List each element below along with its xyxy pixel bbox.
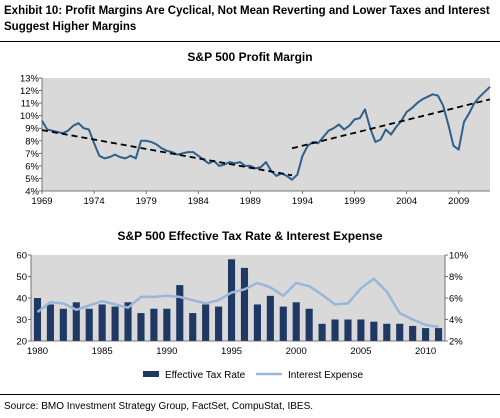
bar-tax-rate <box>357 319 365 341</box>
y-tick-label: 13% <box>20 74 40 85</box>
y-tick-label: 12% <box>20 86 40 97</box>
profit-margin-chart: S&P 500 Profit Margin 4% 5% 6%7% 8%9% 10%11%… <box>20 50 491 207</box>
bar-tax-rate <box>227 259 236 341</box>
bar-tax-rate <box>240 267 249 341</box>
x-tick-label: 1974 <box>84 196 105 207</box>
y2-tick-label: 10% <box>449 251 469 262</box>
bar-tax-rate <box>33 298 42 341</box>
trend-line <box>291 98 491 150</box>
y2-tick-label: 6% <box>449 294 463 305</box>
bar-tax-rate <box>383 323 391 341</box>
x-tick-label: 1990 <box>156 346 177 357</box>
x-tick-label: 1989 <box>240 196 261 207</box>
bar-tax-rate <box>59 308 67 341</box>
tax-interest-chart: S&P 500 Effective Tax Rate & Interest Ex… <box>16 229 469 381</box>
x-tick-label: 1979 <box>136 196 157 207</box>
divider-rule <box>0 41 500 42</box>
bar-tax-rate <box>318 323 326 341</box>
bar-tax-rate <box>331 319 339 341</box>
x-tick-label: 2004 <box>396 196 417 207</box>
legend: Effective Tax Rate Interest Expense <box>143 370 363 381</box>
bar-tax-rate <box>253 304 261 341</box>
bar-tax-rate <box>292 302 300 341</box>
series-line-profit-margin <box>41 86 491 181</box>
x-tick-label: 2010 <box>415 346 436 357</box>
y-tick-label: 60 <box>16 251 27 262</box>
bar-tax-rate <box>215 306 223 341</box>
x-tick-label: 1995 <box>221 346 242 357</box>
bar-tax-rate <box>137 313 145 341</box>
x-tick-label: 2005 <box>350 346 371 357</box>
plot-area <box>31 255 445 341</box>
bar-tax-rate <box>396 323 404 341</box>
bar-tax-rate <box>111 306 119 341</box>
y-tick-label: 4% <box>25 187 39 198</box>
chart-title: S&P 500 Effective Tax Rate & Interest Ex… <box>117 229 382 243</box>
bar-tax-rate <box>163 308 171 341</box>
y2-tick-label: 2% <box>449 337 463 348</box>
y-tick-label: 8% <box>25 136 39 147</box>
legend-label-interest: Interest Expense <box>288 370 363 381</box>
bar-tax-rate <box>266 295 274 341</box>
y-tick-label: 30 <box>16 315 27 326</box>
source-note: Source: BMO Investment Strategy Group, F… <box>4 401 314 412</box>
bar-tax-rate <box>422 328 430 341</box>
x-tick-label: 1999 <box>344 196 365 207</box>
bar-tax-rate <box>202 304 210 341</box>
chart-title: S&P 500 Profit Margin <box>187 50 312 64</box>
x-tick-label: 2000 <box>286 346 307 357</box>
y-tick-label: 9% <box>25 124 39 135</box>
bar-tax-rate <box>176 285 184 341</box>
bar-tax-rate <box>370 321 378 341</box>
bar-tax-rate <box>98 304 106 341</box>
y-tick-label: 5% <box>25 174 39 185</box>
x-tick-label: 1969 <box>31 196 52 207</box>
bar-tax-rate <box>46 304 54 341</box>
legend-swatch-tax <box>143 371 159 377</box>
y-tick-label: 11% <box>21 99 40 110</box>
y-tick-label: 20 <box>16 337 27 348</box>
bar-tax-rate <box>279 306 287 341</box>
bar-tax-rate <box>305 308 313 341</box>
x-tick-label: 1980 <box>27 346 48 357</box>
series-line-interest-expense <box>36 277 439 329</box>
divider-rule-bottom <box>0 394 500 395</box>
x-tick-label: 1994 <box>292 196 313 207</box>
bar-tax-rate <box>124 302 132 341</box>
plot-area <box>42 78 490 191</box>
exhibit-title: Exhibit 10: Profit Margins Are Cyclical,… <box>4 5 490 33</box>
bar-tax-rate <box>344 319 352 341</box>
bar-tax-rate <box>85 308 93 341</box>
bar-tax-rate <box>150 308 158 341</box>
x-tick-label: 1984 <box>188 196 209 207</box>
y2-tick-label: 4% <box>449 315 463 326</box>
x-tick-label: 2009 <box>448 196 469 207</box>
trend-line <box>41 129 293 177</box>
bar-tax-rate <box>72 302 80 341</box>
y-tick-label: 50 <box>16 272 27 283</box>
x-tick-label: 1985 <box>92 346 113 357</box>
y2-tick-label: 8% <box>449 272 463 283</box>
y-tick-label: 40 <box>16 294 27 305</box>
y-tick-label: 6% <box>25 161 39 172</box>
y-tick-label: 10% <box>20 111 40 122</box>
legend-label-tax: Effective Tax Rate <box>165 370 246 381</box>
bar-tax-rate <box>434 328 443 341</box>
y-tick-label: 7% <box>25 149 39 160</box>
bar-tax-rate <box>409 325 417 341</box>
bar-tax-rate <box>189 313 197 341</box>
